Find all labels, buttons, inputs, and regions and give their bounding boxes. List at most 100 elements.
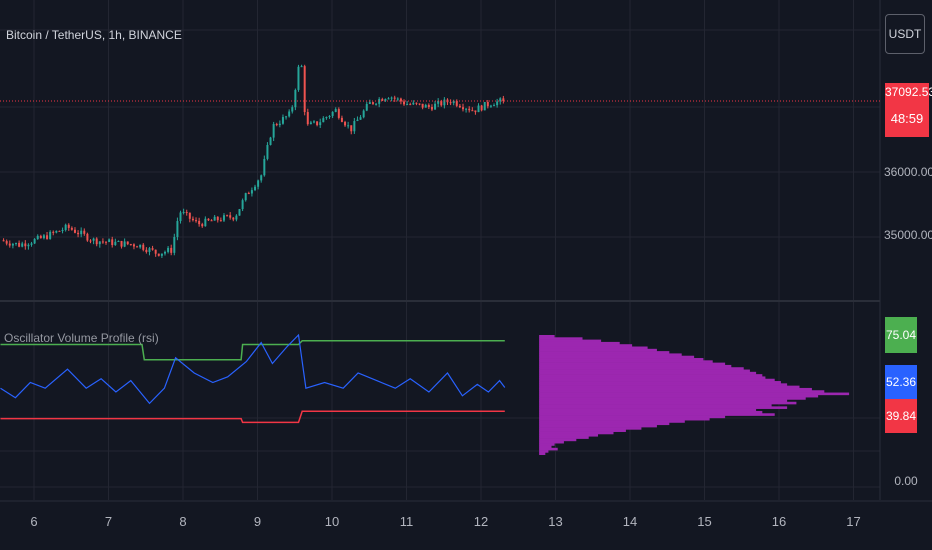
profile-bar [539,387,812,391]
candle-body [486,102,489,107]
candle-body [52,231,55,233]
candle-body [387,98,390,100]
x-tick-label: 8 [179,514,187,529]
candle-body [331,111,334,116]
candle-body [185,211,188,213]
candle-body [154,249,157,254]
candle-body [496,101,499,106]
candle-body [312,121,315,123]
candle-body [285,116,288,118]
candle-body [412,102,415,105]
x-tick-label: 11 [399,514,414,529]
candle-body [207,218,210,221]
profile-bar [539,367,744,370]
candle-body [46,235,49,239]
profile-bar [539,450,549,453]
candle-body [241,200,244,210]
profile-bar [539,443,555,446]
profile-bar [539,385,800,389]
profile-bar [539,351,670,354]
candle-body [58,230,61,232]
lower-band-line [0,410,505,424]
profile-bar [539,397,806,400]
candle-body [384,98,387,101]
profile-bar [539,452,546,455]
candle-body [347,125,350,127]
candle-body [238,209,241,216]
candle-body [145,249,148,252]
candle-body [263,158,266,176]
symbol-title[interactable]: Bitcoin / TetherUS, 1h, BINANCE [6,28,182,42]
profile-bar [539,364,732,368]
oscillator-title[interactable]: Oscillator Volume Profile (rsi) [4,331,159,345]
candle-body [108,239,111,243]
candle-body [129,244,132,246]
candle-body [21,243,24,247]
candle-body [24,243,27,247]
profile-bar [539,410,763,414]
y-tick-label: 36000.00 [884,165,932,179]
candle-body [359,117,362,120]
candle-body [8,243,11,246]
candle-body [424,104,427,108]
candle-body [142,244,145,250]
candle-body [465,108,468,110]
x-tick-label: 15 [697,514,712,529]
candle-body [499,98,502,102]
profile-bar [539,394,819,398]
candle-body [440,100,443,106]
candle-body [477,105,480,113]
candle-body [319,122,322,126]
candle-body [216,216,219,221]
profile-bar [539,355,695,359]
upper-band-line [0,339,505,361]
grid-lines [0,0,932,502]
profile-bar [539,406,788,409]
candle-body [480,105,483,111]
candle-body [297,66,300,90]
x-tick-label: 16 [771,514,787,529]
profile-bar [539,413,775,416]
profile-bar [539,371,757,375]
candle-body [340,117,343,122]
candle-body [489,105,492,107]
candle-body [306,112,309,125]
candle-body [30,243,33,245]
candle-body [303,66,306,113]
candle-body [281,117,284,124]
profile-bar [539,335,555,338]
candle-body [375,103,378,105]
candle-body [257,180,260,187]
profile-bar [539,381,781,384]
profile-bar [539,424,657,428]
candle-body [167,247,170,252]
countdown-tag: 48:59 [885,101,929,137]
profile-bar [539,369,750,373]
candle-body [393,97,396,99]
price-candles [2,64,505,258]
profile-bar [539,427,642,430]
x-tick-label: 9 [253,514,262,529]
candle-body [126,241,129,245]
profile-bar [539,346,648,350]
candle-body [328,115,331,118]
profile-bar [539,399,788,403]
candle-body [27,244,30,247]
candle-body [49,231,52,239]
candle-body [409,104,412,106]
rsi-value-tag: 52.36 [885,365,917,399]
candle-body [11,243,14,246]
candle-body [55,230,58,233]
candle-body [77,232,80,235]
candle-body [300,66,303,68]
candle-body [269,137,272,145]
candle-body [455,100,458,106]
candle-body [344,121,347,126]
candle-body [365,104,368,111]
profile-bar [539,420,685,423]
candle-body [458,105,461,108]
candle-body [173,237,176,253]
candle-body [362,110,365,118]
currency-button[interactable]: USDT [885,14,925,54]
candle-body [182,211,185,213]
